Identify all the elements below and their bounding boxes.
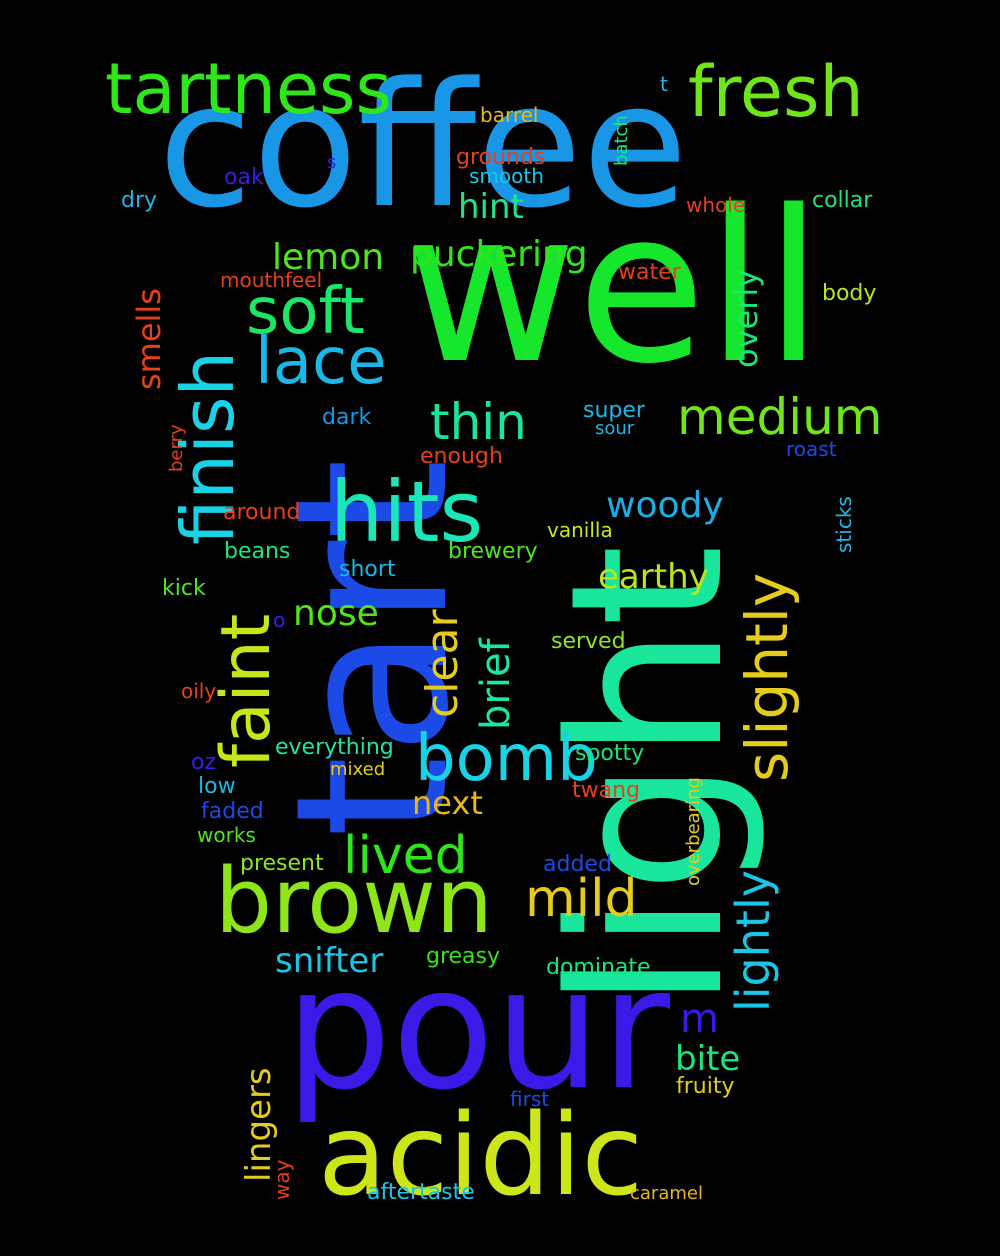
word-body: body	[822, 281, 877, 306]
word-fresh: fresh	[688, 51, 864, 133]
word-slightly: slightly	[733, 572, 801, 782]
word-collar: collar	[812, 188, 873, 213]
word-faded: faded	[201, 799, 264, 824]
word-overbearing: overbearing	[683, 777, 704, 886]
word-dry: dry	[121, 188, 158, 213]
word-present: present	[240, 851, 324, 876]
word-beans: beans	[224, 539, 291, 564]
word-dark: dark	[322, 405, 372, 430]
word-smells: smells	[130, 288, 168, 390]
word-oily: oily	[181, 679, 217, 703]
word-medium: medium	[677, 388, 883, 446]
word-next: next	[412, 784, 483, 822]
word-vanilla: vanilla	[547, 518, 613, 542]
word-m: m	[680, 996, 719, 1042]
word-spotty: spotty	[575, 741, 645, 766]
word-earthy: earthy	[598, 557, 709, 597]
word-tartness: tartness	[105, 48, 392, 130]
word-aftertaste: aftertaste	[367, 1180, 475, 1205]
word-works: works	[197, 823, 256, 847]
word-nose: nose	[293, 593, 379, 634]
word-served: served	[551, 629, 626, 654]
word-well: well	[405, 165, 823, 410]
word-kick: kick	[162, 576, 206, 601]
word-clear: clear	[417, 609, 468, 718]
word-water: water	[618, 260, 681, 285]
word-lemon: lemon	[272, 237, 385, 278]
word-added: added	[543, 852, 612, 877]
word-soft: soft	[246, 275, 365, 349]
word-grounds: grounds	[456, 145, 546, 170]
word-everything: everything	[275, 735, 394, 760]
word-hint: hint	[458, 187, 524, 227]
word-short: short	[339, 557, 396, 582]
word-pour: pour	[285, 931, 670, 1127]
word-mild: mild	[525, 869, 638, 929]
word-brown: brown	[215, 849, 493, 954]
word-oak: oak	[224, 165, 264, 190]
word-oz: oz	[191, 750, 217, 775]
word-greasy: greasy	[426, 944, 501, 969]
word-coffee: coffee	[158, 45, 688, 246]
word-caramel: caramel	[630, 1183, 703, 1204]
word-whole: whole	[686, 193, 746, 217]
word-sticks: sticks	[832, 496, 856, 553]
word-mixed: mixed	[330, 759, 386, 780]
word-snifter: snifter	[275, 941, 384, 981]
word-faint: faint	[207, 613, 286, 768]
word-puckering: puckering	[410, 234, 588, 275]
word-t: t	[660, 72, 668, 96]
word-enough: enough	[420, 444, 503, 469]
word-lightly: lightly	[726, 870, 780, 1012]
word-bite: bite	[675, 1039, 741, 1079]
word-o: o	[273, 608, 286, 632]
word-way: way	[270, 1159, 294, 1200]
word-batch: batch	[611, 115, 632, 166]
word-around: around	[223, 500, 301, 525]
word-dominate: dominate	[546, 955, 651, 980]
word-bomb: bomb	[415, 722, 598, 796]
word-overly: overly	[727, 268, 765, 368]
word-hits: hits	[330, 463, 484, 561]
word-super: super	[583, 398, 645, 423]
word-smooth: smooth	[469, 164, 544, 188]
word-barrel: barrel	[480, 103, 539, 127]
word-acidic: acidic	[318, 1091, 644, 1221]
word-mouthfeel: mouthfeel	[220, 268, 323, 292]
word-first: first	[510, 1087, 550, 1111]
word-roast: roast	[786, 437, 837, 461]
word-lace: lace	[255, 325, 387, 399]
word-brief: brief	[473, 638, 519, 730]
word-lived: lived	[343, 826, 468, 886]
word-low: low	[198, 774, 236, 799]
word-brewery: brewery	[448, 539, 538, 564]
word-twang: twang	[572, 778, 641, 803]
word-woody: woody	[606, 485, 724, 526]
word-thin: thin	[430, 393, 527, 451]
word-sour: sour	[595, 418, 635, 439]
word-berry: berry	[166, 424, 187, 472]
word-s: s	[327, 152, 337, 173]
word-fruity: fruity	[676, 1074, 735, 1099]
